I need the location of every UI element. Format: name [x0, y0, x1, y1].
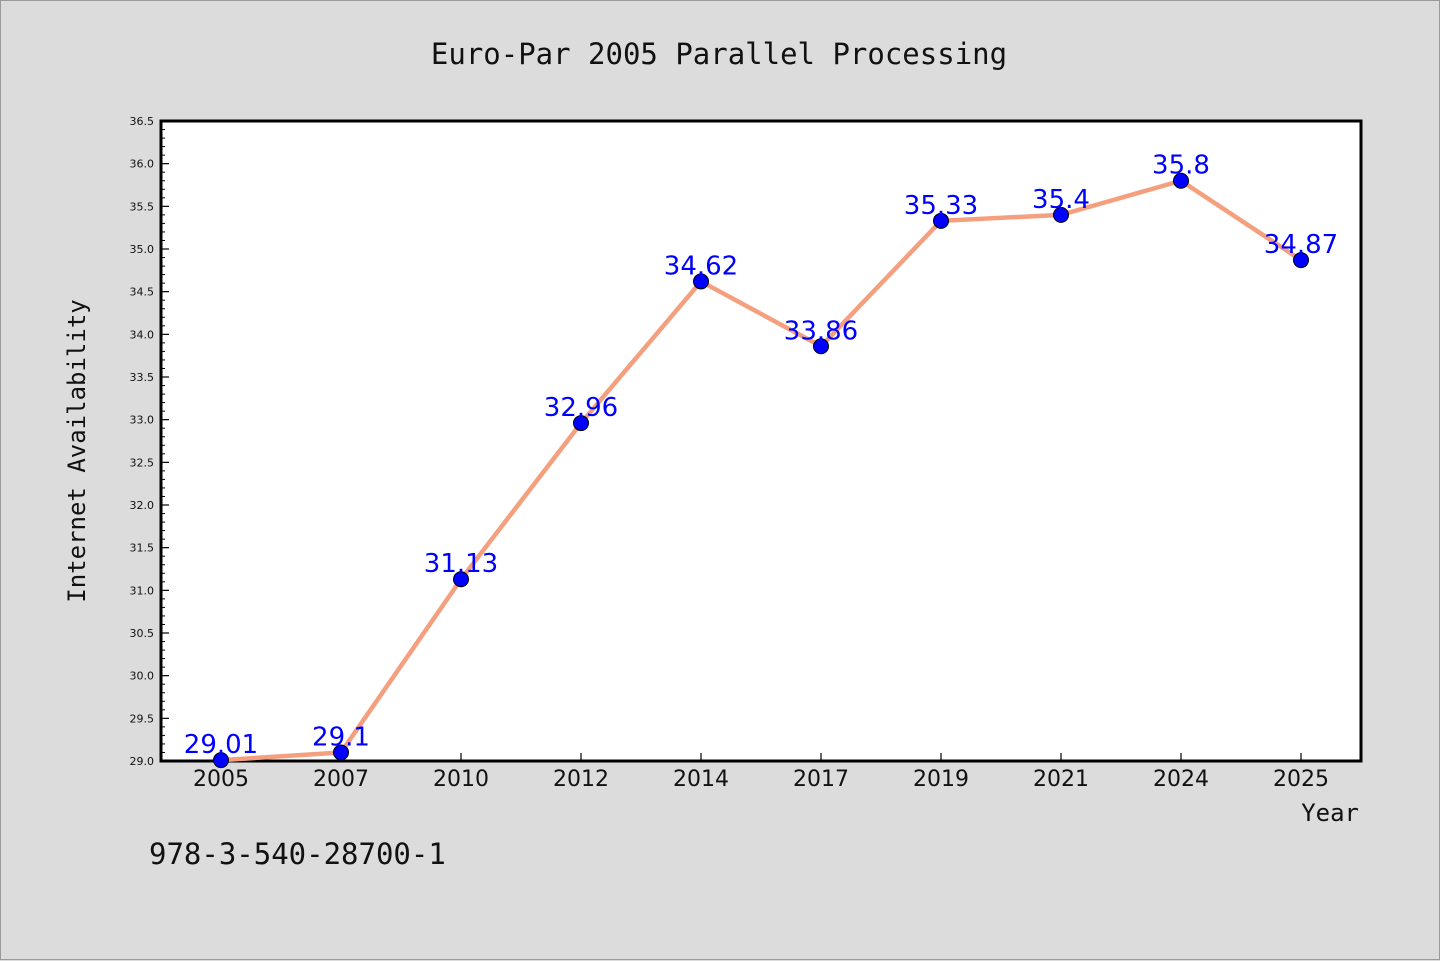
y-tick-label: 31.5 — [130, 542, 155, 555]
data-point — [573, 415, 589, 432]
y-tick-label: 33.5 — [130, 371, 155, 384]
data-label: 32.96 — [544, 393, 618, 423]
x-tick-label: 2017 — [793, 767, 849, 792]
data-point — [213, 752, 229, 769]
data-label: 33.86 — [784, 316, 858, 346]
y-tick-label: 29.0 — [130, 755, 155, 768]
y-tick-label: 30.5 — [130, 627, 155, 640]
data-point — [453, 571, 469, 588]
data-label: 34.62 — [664, 251, 738, 281]
x-tick-label: 2019 — [913, 767, 969, 792]
chart-title: Euro-Par 2005 Parallel Processing — [431, 37, 1007, 71]
y-tick-label: 31.0 — [130, 584, 155, 597]
y-tick-label: 34.5 — [130, 286, 155, 299]
y-tick-label: 29.5 — [130, 712, 155, 725]
data-point — [1293, 252, 1309, 269]
x-tick-label: 2012 — [553, 767, 609, 792]
y-tick-label: 35.0 — [130, 243, 155, 256]
data-point — [933, 212, 949, 229]
x-axis-label: Year — [1301, 799, 1359, 827]
data-point — [1053, 206, 1069, 223]
x-tick-label: 2005 — [193, 767, 249, 792]
data-point — [813, 338, 829, 355]
y-tick-label: 33.0 — [130, 414, 155, 427]
data-label: 34.87 — [1264, 230, 1338, 260]
series-line — [220, 178, 1303, 763]
data-point — [333, 744, 349, 761]
y-tick-label: 32.0 — [130, 499, 155, 512]
data-label: 35.4 — [1032, 185, 1090, 215]
data-label: 31.13 — [424, 549, 498, 579]
y-tick-label: 36.0 — [130, 158, 155, 171]
data-point — [693, 273, 709, 290]
data-labels-group: 29.01 29.1 31.13 32.96 34.62 33.86 35.33 35.4 35… — [184, 151, 1338, 760]
y-tick-label: 35.5 — [130, 200, 155, 213]
y-axis-label: Internet Availability — [63, 299, 91, 602]
footer-isbn: 978-3-540-28700-1 — [149, 837, 446, 871]
x-tick-label: 2007 — [313, 767, 369, 792]
x-tick-label: 2014 — [673, 767, 729, 792]
y-tick-label: 36.5 — [130, 115, 155, 128]
x-tick-label: 2010 — [433, 767, 489, 792]
data-label: 35.33 — [904, 191, 978, 221]
y-tick-label: 34.0 — [130, 328, 155, 341]
x-tick-label: 2024 — [1153, 767, 1209, 792]
y-tick-label: 32.5 — [130, 456, 155, 469]
data-label: 29.01 — [184, 730, 258, 760]
series-group — [213, 172, 1309, 769]
x-axis: 2005 2007 2010 2012 2014 2017 2019 2021 2024 2025 — [193, 753, 1329, 792]
data-point — [1173, 172, 1189, 189]
x-tick-label: 2021 — [1033, 767, 1089, 792]
y-axis: 29.0 29.5 30.0 30.5 31.0 31.5 32.0 32.5 33.0 33.5… — [130, 115, 169, 768]
y-tick-label: 30.0 — [130, 670, 155, 683]
plot-area — [159, 119, 1363, 763]
data-label: 29.1 — [312, 722, 370, 752]
data-label: 35.8 — [1152, 151, 1210, 181]
x-tick-label: 2025 — [1273, 767, 1329, 792]
